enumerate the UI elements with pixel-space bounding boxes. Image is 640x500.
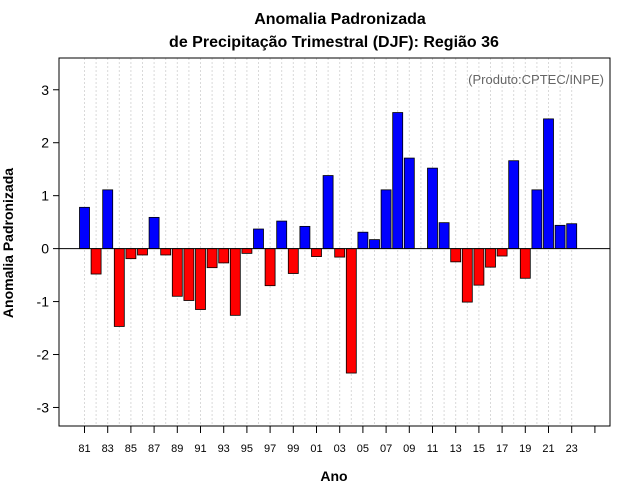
x-tick-label: 95 [241, 443, 253, 455]
x-tick-label: 11 [427, 443, 438, 455]
bar-08 [392, 112, 404, 250]
x-tick-label: 17 [496, 443, 508, 455]
x-tick-label: 91 [194, 443, 206, 455]
bar-23 [566, 223, 578, 250]
bar-99 [287, 248, 299, 274]
bar-07 [380, 189, 392, 250]
bar-83 [102, 189, 114, 250]
bar-19 [519, 248, 531, 279]
bar-13 [450, 248, 462, 263]
x-tick-label: 83 [102, 443, 114, 455]
bar-16 [485, 248, 496, 268]
x-tick-label: 07 [380, 443, 392, 455]
bar-84 [113, 248, 125, 327]
bar-14 [461, 248, 473, 303]
y-tick-label: 3 [41, 82, 49, 98]
chart-subtitle: de Precipitação Trimestral (DJF): Região… [169, 34, 499, 51]
source-label: (Produto:CPTEC/INPE) [468, 72, 604, 87]
bar-02 [322, 175, 334, 250]
bar-18 [508, 160, 520, 250]
x-tick-label: 85 [125, 443, 137, 455]
bar-21 [543, 118, 554, 250]
bar-96 [253, 228, 264, 250]
y-tick-label: -2 [37, 347, 50, 363]
x-axis-label: Ano [320, 468, 347, 484]
bar-94 [229, 248, 241, 316]
bar-03 [334, 248, 346, 258]
bar-15 [473, 248, 485, 286]
x-tick-label: 81 [78, 443, 90, 455]
x-tick-label: 87 [148, 443, 160, 455]
y-axis: -3 -2 -1 0 1 2 3 [37, 82, 59, 415]
plot-frame [58, 57, 611, 427]
x-axis: 81 83 85 87 89 91 93 95 97 99 01 03 05 07 09 11 13 15 17 19… [78, 426, 596, 455]
y-tick-label: 1 [41, 188, 49, 204]
bar-92 [206, 248, 218, 269]
bar-97 [264, 248, 276, 287]
x-tick-label: 23 [566, 443, 578, 455]
x-tick-label: 05 [357, 443, 369, 455]
y-tick-label: 2 [41, 135, 49, 151]
bar-82 [90, 248, 102, 275]
bar-09 [403, 157, 415, 250]
bar-98 [276, 220, 288, 250]
y-tick-label: -1 [37, 294, 50, 310]
bar-20 [531, 189, 543, 250]
bar-93 [218, 248, 230, 264]
bar-01 [311, 248, 322, 257]
bar-17 [496, 248, 508, 257]
bar-05 [357, 231, 369, 250]
x-tick-label: 93 [218, 443, 230, 455]
x-tick-label: 21 [542, 443, 554, 455]
bar-89 [171, 248, 183, 297]
x-tick-label: 13 [450, 443, 462, 455]
bar-85 [125, 248, 137, 260]
x-tick-label: 15 [473, 443, 485, 455]
x-tick-label: 89 [171, 443, 183, 455]
y-tick-label: -3 [37, 399, 50, 415]
y-tick-label: 0 [41, 241, 49, 257]
bar-87 [148, 216, 160, 250]
bar-90 [183, 248, 195, 301]
bar-86 [137, 248, 148, 256]
x-tick-label: 19 [519, 443, 531, 455]
bar-95 [241, 248, 253, 254]
bar-layer [79, 112, 578, 374]
bar-00 [299, 225, 311, 250]
chart-title: Anomalia Padronizada [254, 11, 426, 28]
x-tick-label: 09 [403, 443, 415, 455]
bar-04 [345, 248, 357, 374]
bar-06 [369, 239, 380, 250]
x-tick-label: 01 [310, 443, 322, 455]
y-axis-label: Anomalia Padronizada [0, 168, 16, 318]
bar-91 [195, 248, 206, 310]
x-tick-label: 99 [287, 443, 299, 455]
bar-88 [160, 248, 172, 256]
bar-81 [79, 206, 90, 250]
x-tick-label: 03 [334, 443, 346, 455]
x-tick-label: 97 [264, 443, 276, 455]
bar-22 [554, 224, 566, 250]
bar-12 [438, 222, 450, 250]
grid-layer [84, 58, 573, 426]
bar-11 [427, 167, 438, 250]
